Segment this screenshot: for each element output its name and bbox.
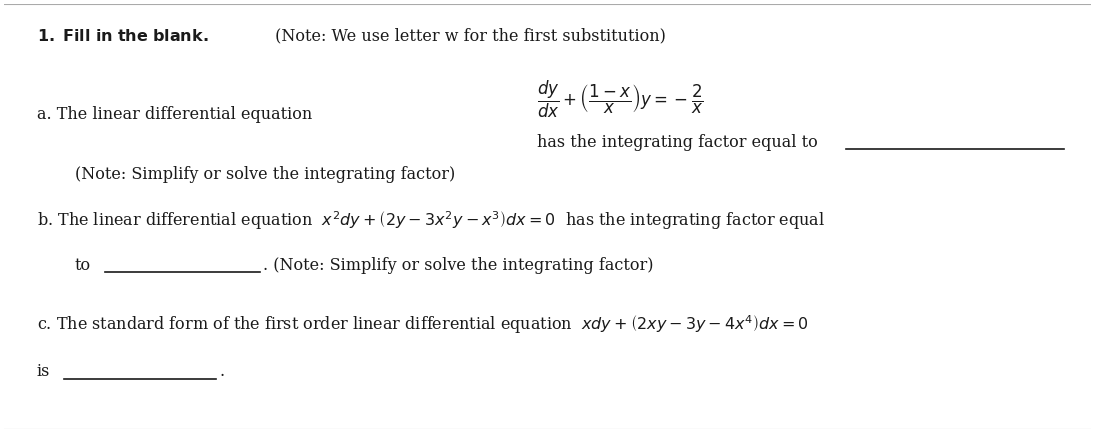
Text: $\dfrac{dy}{dx}+\left(\dfrac{1-x}{x}\right)y = -\dfrac{2}{x}$: $\dfrac{dy}{dx}+\left(\dfrac{1-x}{x}\rig… — [537, 79, 703, 120]
Text: has the integrating factor equal to: has the integrating factor equal to — [537, 134, 817, 151]
Text: .: . — [219, 363, 224, 380]
Text: c. The standard form of the first order linear differential equation  $xdy+\left: c. The standard form of the first order … — [37, 313, 809, 336]
Text: to: to — [74, 257, 91, 274]
Text: $\mathbf{1.\ Fill\ in\ the\ blank.}$: $\mathbf{1.\ Fill\ in\ the\ blank.}$ — [37, 28, 208, 45]
Text: a. The linear differential equation: a. The linear differential equation — [37, 106, 312, 123]
Text: is: is — [37, 363, 50, 380]
Text: b. The linear differential equation  $x^2dy+\left(2y-3x^2y-x^3\right)dx=0$  has : b. The linear differential equation $x^2… — [37, 210, 825, 232]
Text: (Note: We use letter w for the first substitution): (Note: We use letter w for the first sub… — [270, 28, 666, 45]
Text: . (Note: Simplify or solve the integrating factor): . (Note: Simplify or solve the integrati… — [263, 257, 654, 274]
Text: (Note: Simplify or solve the integrating factor): (Note: Simplify or solve the integrating… — [74, 165, 456, 183]
